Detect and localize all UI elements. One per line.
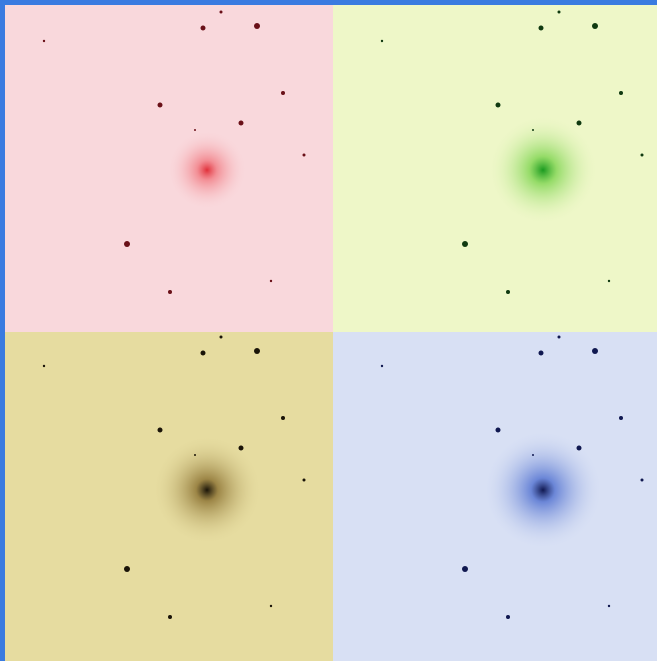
- panel-yellow: [5, 332, 333, 661]
- panel-red: [5, 5, 333, 332]
- panel-green: [333, 5, 657, 332]
- panel-blue: [333, 332, 657, 661]
